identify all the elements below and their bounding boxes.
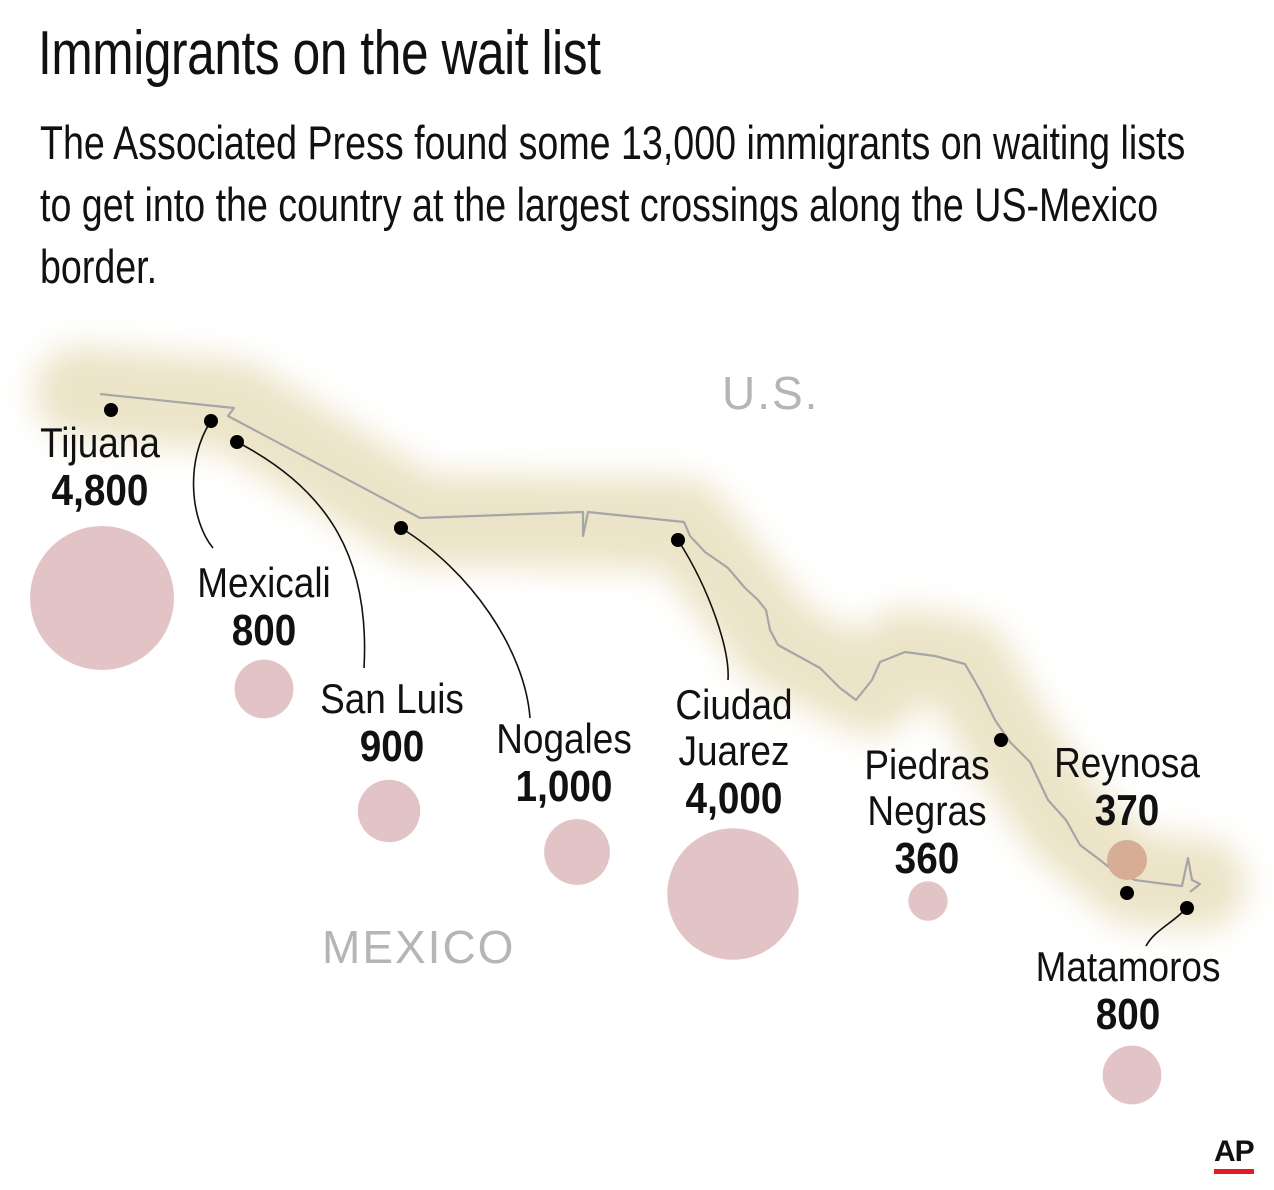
- city-label-tijuana: Tijuana 4,800: [40, 420, 160, 516]
- city-count: 800: [231, 606, 297, 655]
- country-label-us: U.S.: [722, 367, 820, 419]
- bubble-ciudad-juarez: [667, 828, 799, 960]
- city-count: 370: [1094, 786, 1160, 835]
- dot-piedras-negras: [994, 733, 1008, 747]
- dot-san-luis: [230, 435, 244, 449]
- city-count: 900: [359, 722, 425, 771]
- city-label-reynosa: Reynosa 370: [1054, 740, 1200, 836]
- dot-nogales: [394, 521, 408, 535]
- city-label-nogales: Nogales 1,000: [496, 716, 632, 812]
- bubble-tijuana: [30, 526, 174, 670]
- bubble-san-luis: [357, 779, 421, 843]
- leader-ciudad-juarez: [677, 539, 729, 681]
- dot-ciudad-juarez: [671, 533, 685, 547]
- city-label-piedras-negras: Piedras Negras 360: [864, 742, 989, 884]
- city-name: Nogales: [496, 715, 632, 762]
- bubble-mexicali: [234, 659, 294, 719]
- bubble-matamoros: [1102, 1045, 1162, 1105]
- city-count: 800: [1095, 990, 1161, 1039]
- dot-mexicali: [204, 414, 218, 428]
- leader-san-luis: [236, 441, 366, 669]
- chart-subtitle: The Associated Press found some 13,000 i…: [40, 116, 1186, 293]
- ap-credit: AP: [1214, 1135, 1255, 1174]
- bubble-reynosa: [1107, 840, 1147, 880]
- crossing-dots: [104, 403, 1194, 915]
- dot-tijuana: [104, 403, 118, 417]
- city-count: 360: [894, 834, 960, 883]
- city-count: 4,000: [685, 774, 783, 823]
- city-name: Matamoros: [1035, 943, 1221, 990]
- city-count: 1,000: [515, 762, 613, 811]
- city-name: Ciudad: [675, 681, 793, 728]
- bubble-piedras-negras: [908, 881, 948, 921]
- leader-nogales: [400, 527, 531, 719]
- dot-reynosa: [1120, 886, 1134, 900]
- city-name: Reynosa: [1054, 739, 1200, 786]
- city-name: Negras: [867, 787, 987, 834]
- bubble-nogales: [544, 819, 610, 885]
- value-bubbles: [30, 526, 1162, 1105]
- city-label-san-luis: San Luis 900: [320, 676, 464, 772]
- city-name: Mexicali: [197, 559, 331, 606]
- city-name: Juarez: [678, 727, 790, 774]
- city-name: San Luis: [320, 675, 464, 722]
- leader-mexicali: [192, 420, 214, 549]
- chart-title: Immigrants on the wait list: [38, 19, 601, 88]
- city-label-matamoros: Matamoros 800: [1036, 944, 1221, 1040]
- city-label-mexicali: Mexicali 800: [197, 560, 330, 656]
- dot-matamoros: [1180, 901, 1194, 915]
- country-label-mexico: MEXICO: [322, 921, 516, 973]
- city-count: 4,800: [51, 466, 149, 515]
- city-name: Tijuana: [40, 419, 160, 466]
- city-name: Piedras: [864, 741, 990, 788]
- city-label-ciudad-juarez: Ciudad Juarez 4,000: [675, 682, 792, 824]
